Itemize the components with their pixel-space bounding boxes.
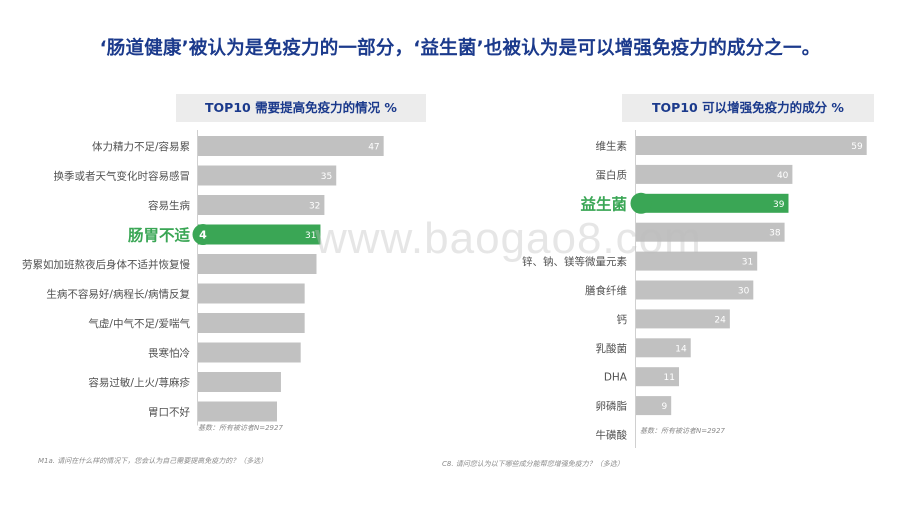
bar: [636, 367, 680, 387]
bar: [636, 251, 758, 271]
bar: [198, 342, 301, 363]
highlight-marker: [192, 224, 214, 245]
category-label: 胃口不好: [148, 407, 190, 419]
category-label: 膳食纤维: [585, 284, 627, 297]
value-label: 35: [321, 172, 332, 182]
left-base-note: 基数：所有被访者N=2927: [198, 424, 283, 432]
value-label: 40: [777, 171, 789, 181]
bar: [198, 313, 305, 333]
category-label: 劳累如加班熬夜后身体不适并恢复慢: [22, 258, 190, 271]
highlight-marker-label: 4: [199, 229, 207, 242]
category-label: 生病不容易好/病程长/病情反复: [46, 288, 190, 301]
bar: [198, 224, 321, 245]
category-label: 换季或者天气变化时容易感冒: [54, 170, 191, 183]
category-label: 卵磷脂: [596, 400, 628, 413]
category-label: DHA: [604, 372, 628, 384]
category-label: 维生素: [596, 140, 628, 153]
category-label: 畏寒怕冷: [148, 347, 190, 360]
right-base-note: 基数：所有被访者N=2927: [640, 427, 725, 435]
bar: [636, 280, 754, 300]
category-label: 气虚/中气不足/爱喘气: [88, 317, 190, 330]
value-label: 30: [738, 287, 750, 297]
bar: [198, 401, 277, 422]
category-label: 乳酸菌: [596, 342, 628, 355]
category-label: 锌、钠、镁等微量元素: [522, 255, 627, 268]
category-label: 牛磺酸: [596, 429, 628, 442]
value-label: 31: [305, 231, 316, 241]
value-label: 31: [742, 258, 753, 268]
category-label: 体力精力不足/容易累: [92, 140, 190, 153]
left-bar-chart: 47 体力精力不足/容易累 35 换季或者天气变化时容易感冒 32 容易生病 31 肠胃不适 4…: [22, 130, 384, 426]
right-question-note: C8. 请问您认为以下哪些成分能帮您增强免疫力？（多选）: [442, 460, 624, 468]
value-label: 24: [714, 315, 726, 325]
bar: [198, 165, 337, 186]
category-label: 蛋白质: [596, 168, 628, 181]
value-label: 59: [851, 142, 863, 152]
bar: [198, 254, 317, 274]
bar: [198, 136, 384, 156]
left-chart-title: TOP10 需要提高免疫力的情况 %: [176, 94, 426, 122]
highlight-category-label: 益生菌: [580, 194, 627, 213]
bar: [636, 396, 672, 416]
watermark: www.baogao8.com: [315, 214, 702, 263]
bar: [198, 283, 305, 304]
category-label: 容易生病: [148, 199, 190, 212]
value-label: 14: [675, 344, 687, 354]
left-question-note: M1a. 请问在什么样的情况下，您会认为自己需要提高免疫力的？（多选）: [38, 457, 268, 465]
bar: [198, 372, 281, 392]
bar: [636, 136, 867, 155]
headline: ‘肠道健康’被认为是免疫力的一部分，‘益生菌’也被认为是可以增强免疫力的成分之一…: [99, 38, 821, 59]
value-label: 32: [309, 202, 320, 212]
bar: [636, 222, 785, 242]
bar: [636, 164, 793, 184]
value-label: 47: [368, 143, 379, 153]
bar: [636, 193, 789, 213]
value-label: 38: [769, 229, 781, 239]
category-label: 钙: [617, 313, 628, 326]
right-bar-chart: 59 维生素 40 蛋白质 39 益生菌 38 31 锌、钠、镁等微量元素 30 膳食纤维 24 钙 14…: [522, 130, 867, 448]
highlight-category-label: 肠胃不适: [128, 227, 191, 245]
highlight-marker: [630, 192, 652, 214]
bar: [636, 338, 691, 358]
value-label: 39: [773, 200, 785, 210]
right-chart-title: TOP10 可以增强免疫力的成分 %: [622, 94, 874, 122]
value-label: 9: [661, 402, 667, 412]
bar: [198, 195, 325, 215]
bar: [636, 309, 730, 329]
value-label: 11: [664, 373, 675, 383]
category-label: 容易过敏/上火/荨麻疹: [88, 376, 190, 389]
